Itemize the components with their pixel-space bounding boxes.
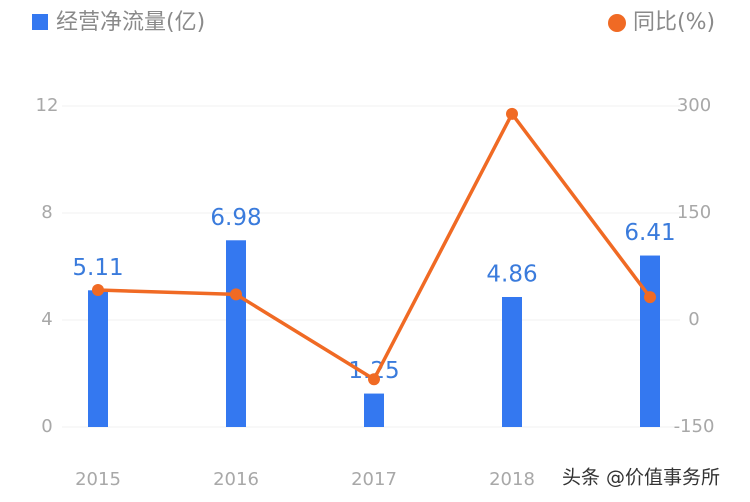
bar [364, 393, 384, 427]
x-tick-label: 2017 [351, 469, 397, 490]
bar [640, 255, 660, 427]
legend-marker [32, 14, 48, 30]
y2-tick-label: 150 [677, 202, 711, 223]
x-tick-label: 2015 [75, 469, 121, 490]
line-point [368, 373, 380, 386]
line-point [506, 107, 518, 120]
y-tick-label: 4 [41, 309, 52, 330]
watermark: 头条 @价值事务所 [562, 467, 720, 489]
data-label: 4.86 [486, 261, 537, 287]
y-tick-label: 12 [36, 95, 59, 116]
data-label: 6.98 [210, 205, 261, 231]
bar [226, 240, 246, 427]
y-tick-label: 0 [41, 416, 52, 437]
legend-marker [608, 14, 626, 32]
y2-tick-label: 300 [677, 95, 711, 116]
line [97, 112, 652, 381]
bar [502, 296, 522, 427]
line-point [644, 291, 656, 304]
line-point [92, 284, 104, 297]
y2-tick-label: -150 [674, 416, 715, 437]
y2-tick-label: 0 [688, 309, 699, 330]
data-label: 6.41 [624, 220, 675, 246]
line-point [230, 288, 242, 301]
y-tick-label: 8 [41, 202, 52, 223]
x-tick-label: 2018 [489, 469, 535, 490]
legend-label: 同比(%) [633, 10, 715, 35]
legend-label: 经营净流量(亿) [56, 10, 205, 35]
x-tick-label: 2016 [213, 469, 259, 490]
bar [88, 290, 108, 427]
data-label: 5.11 [72, 255, 123, 281]
